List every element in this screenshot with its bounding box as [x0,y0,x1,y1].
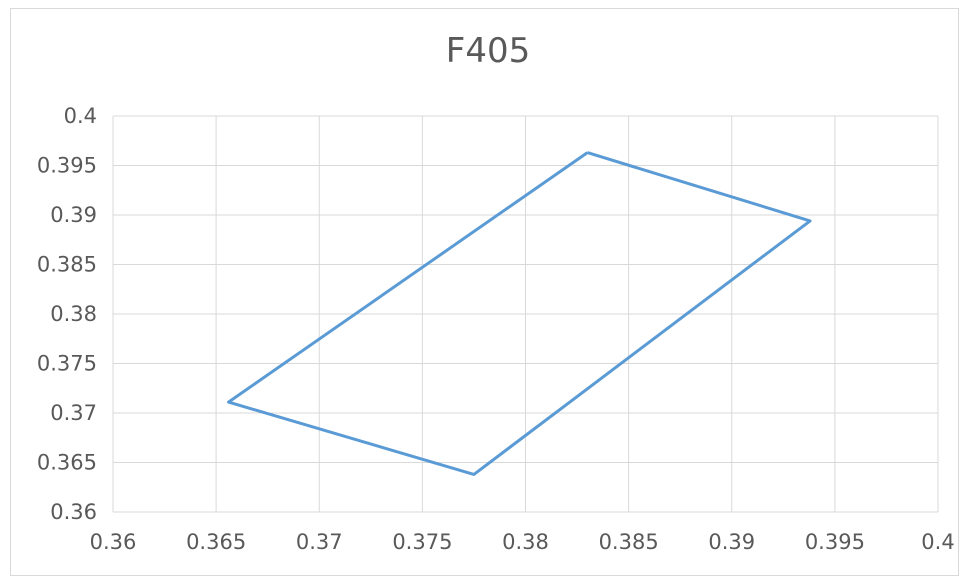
y-tick-label: 0.37 [50,401,97,425]
x-tick-label: 0.375 [392,530,452,554]
grid-lines [112,115,939,513]
y-tick-label: 0.375 [37,352,97,376]
x-tick-label: 0.36 [90,530,137,554]
x-tick-label: 0.4 [921,530,954,554]
x-tick-label: 0.39 [708,530,755,554]
series-layer [227,151,812,476]
x-axis-ticks: 0.36 0.365 0.37 0.375 0.38 0.385 0.39 0.395 0.4 [90,530,955,554]
x-tick-label: 0.37 [296,530,343,554]
y-axis-ticks: 0.36 0.365 0.37 0.375 0.38 0.385 0.39 0.395 0.4 [37,104,97,524]
y-tick-label: 0.395 [37,154,97,178]
x-tick-label: 0.385 [599,530,659,554]
y-tick-label: 0.365 [37,451,97,475]
y-tick-label: 0.36 [50,500,97,524]
chart-frame [10,8,959,576]
x-tick-label: 0.395 [805,530,865,554]
y-tick-label: 0.38 [50,302,97,326]
x-tick-label: 0.365 [186,530,246,554]
x-tick-label: 0.38 [502,530,549,554]
chart-title: F405 [446,31,530,71]
y-tick-label: 0.4 [64,104,97,128]
y-tick-label: 0.39 [50,203,97,227]
y-tick-label: 0.385 [37,253,97,277]
